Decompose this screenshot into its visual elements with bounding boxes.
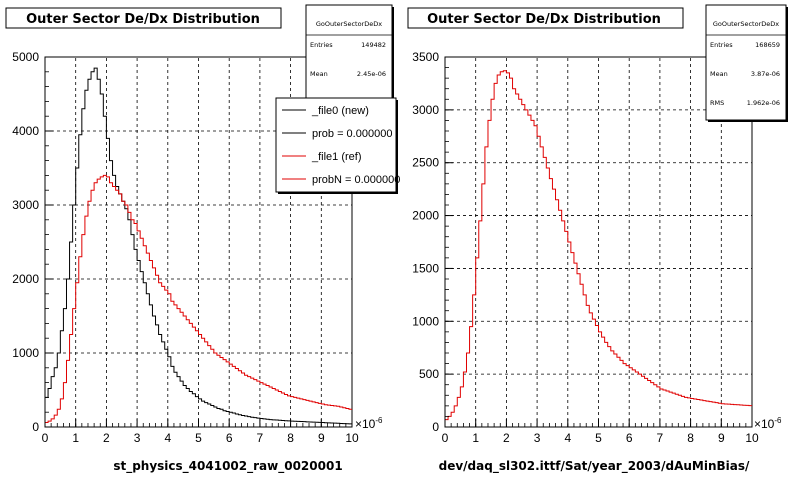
y-tick-label: 3000 bbox=[412, 103, 439, 117]
stats-label: RMS bbox=[710, 99, 724, 107]
x-tick-label: 6 bbox=[226, 431, 233, 445]
y-tick-label: 3000 bbox=[12, 198, 39, 212]
y-axis: 0 500 1000 1500 2000 2500 3000 3500 bbox=[412, 50, 453, 434]
x-tick-label: 9 bbox=[718, 431, 725, 445]
chart-title: Outer Sector De/Dx Distribution bbox=[26, 12, 260, 27]
chart-title-box: Outer Sector De/Dx Distribution bbox=[407, 7, 684, 29]
y-tick-label: 1000 bbox=[412, 314, 439, 328]
series-line-1 bbox=[445, 70, 752, 421]
x-tick-label: 4 bbox=[164, 431, 171, 445]
legend-entry: _file1 (ref) bbox=[311, 151, 362, 163]
y-tick-label: 1500 bbox=[412, 261, 439, 275]
stats-box: GoOuterSectorDeDx Entries 149482 Mean 2.45e-… bbox=[305, 4, 394, 101]
x-tick-label: 5 bbox=[195, 431, 202, 445]
x-tick-label: 8 bbox=[687, 431, 694, 445]
x-tick-label: 10 bbox=[745, 431, 759, 445]
x-tick-label: 3 bbox=[134, 431, 141, 445]
x-tick-label: 0 bbox=[42, 431, 49, 445]
x-tick-label: 9 bbox=[318, 431, 325, 445]
x-tick-label: 2 bbox=[103, 431, 110, 445]
x-tick-label: 7 bbox=[257, 431, 264, 445]
stats-label: Mean bbox=[710, 70, 728, 78]
y-tick-label: 0 bbox=[432, 420, 439, 434]
y-tick-label: 2000 bbox=[12, 272, 39, 286]
x-tick-label: 3 bbox=[534, 431, 541, 445]
chart-panel-1: Outer Sector De/Dx Distribution 0 1 2 3 4 5 6 7 8… bbox=[5, 4, 400, 474]
y-tick-label: 3500 bbox=[412, 50, 439, 64]
stats-name: GoOuterSectorDeDx bbox=[316, 20, 382, 28]
stats-value: 149482 bbox=[361, 41, 386, 49]
y-tick-label: 4000 bbox=[12, 124, 39, 138]
stats-box: GoOuterSectorDeDx Entries 168659 Mean 3.87e-… bbox=[705, 4, 788, 122]
legend: _file0 (new) prob = 0.000000 _file1 (ref) p… bbox=[275, 97, 400, 194]
legend-entry: probN = 0.000000 bbox=[312, 174, 400, 186]
stats-value: 3.87e-06 bbox=[751, 70, 780, 78]
stats-label: Entries bbox=[710, 41, 733, 49]
x-tick-label: 2 bbox=[503, 431, 510, 445]
chart-title: Outer Sector De/Dx Distribution bbox=[427, 12, 661, 27]
title-frame bbox=[5, 7, 282, 29]
x-axis-exponent: ×10-6 bbox=[355, 416, 383, 431]
x-axis: 0 1 2 3 4 5 6 7 8 9 10 bbox=[442, 419, 759, 445]
x-tick-label: 7 bbox=[657, 431, 664, 445]
y-tick-label: 2500 bbox=[412, 156, 439, 170]
title-frame bbox=[407, 7, 684, 29]
y-axis: 0 1000 2000 3000 4000 5000 bbox=[12, 50, 53, 434]
stats-value: 2.45e-06 bbox=[357, 70, 386, 78]
stats-frame bbox=[705, 4, 787, 121]
legend-entry: prob = 0.000000 bbox=[312, 128, 392, 140]
x-tick-label: 6 bbox=[626, 431, 633, 445]
y-tick-label: 1000 bbox=[12, 346, 39, 360]
series-line-2 bbox=[45, 174, 352, 424]
x-axis-label: dev/daq_sl302.ittf/Sat/year_2003/dAuMinB… bbox=[439, 459, 750, 474]
legend-entry: _file0 (new) bbox=[311, 105, 369, 117]
x-tick-label: 1 bbox=[72, 431, 79, 445]
stats-label: Mean bbox=[310, 70, 328, 78]
x-tick-label: 1 bbox=[472, 431, 479, 445]
x-tick-label: 0 bbox=[442, 431, 449, 445]
legend-frame bbox=[275, 97, 397, 193]
y-tick-label: 5000 bbox=[12, 50, 39, 64]
x-axis-label: st_physics_4041002_raw_0020001 bbox=[113, 459, 342, 474]
y-tick-label: 2000 bbox=[412, 209, 439, 223]
x-tick-label: 5 bbox=[595, 431, 602, 445]
y-tick-label: 500 bbox=[419, 367, 439, 381]
x-tick-label: 10 bbox=[345, 431, 359, 445]
x-tick-label: 8 bbox=[287, 431, 294, 445]
chart-panel-2: Outer Sector De/Dx Distribution 0 1 2 3 4 5 6 7 8… bbox=[407, 4, 788, 474]
stats-value: 168659 bbox=[755, 41, 780, 49]
stats-frame bbox=[305, 4, 393, 100]
y-tick-label: 0 bbox=[32, 420, 39, 434]
stats-name: GoOuterSectorDeDx bbox=[713, 20, 779, 28]
series-line-1 bbox=[45, 67, 352, 425]
stats-value: 1.962e-06 bbox=[747, 99, 780, 107]
x-axis-exponent: ×10-6 bbox=[754, 416, 782, 431]
x-axis: 0 1 2 3 4 5 6 7 8 9 10 bbox=[42, 419, 359, 445]
x-tick-label: 4 bbox=[564, 431, 571, 445]
stats-label: Entries bbox=[310, 41, 333, 49]
chart-title-box: Outer Sector De/Dx Distribution bbox=[5, 7, 282, 29]
